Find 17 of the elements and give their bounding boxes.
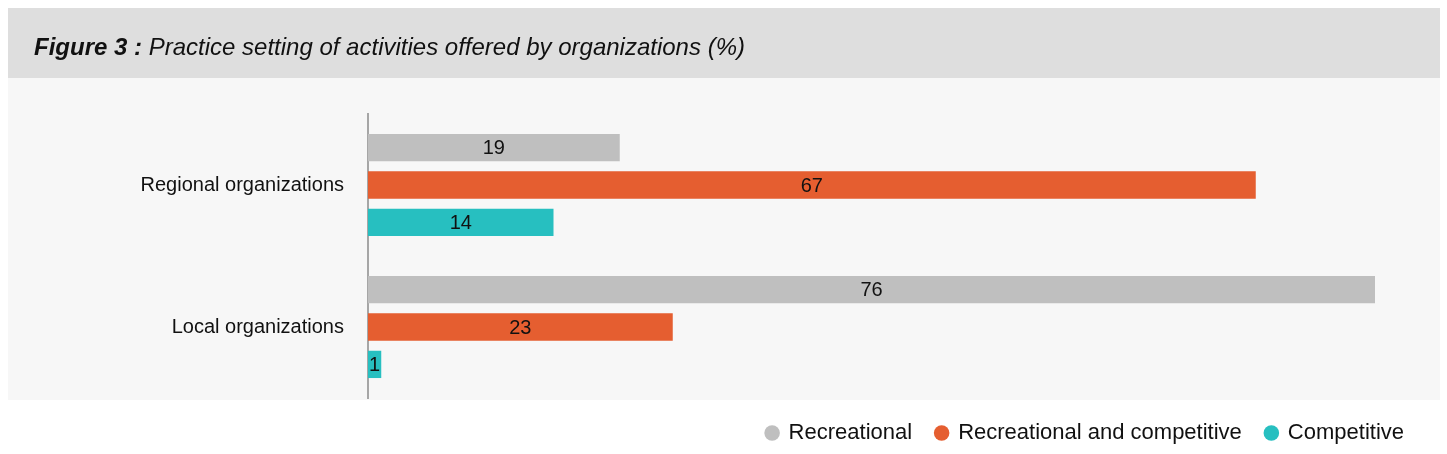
y-tick-label: Local organizations (171, 314, 344, 337)
bar (368, 133, 620, 162)
data-label: 19 (482, 136, 505, 159)
legend-label: Recreational and competitive (958, 419, 1242, 445)
legend-label: Recreational (788, 419, 913, 445)
bar (368, 313, 673, 341)
data-label: 14 (449, 210, 472, 233)
y-tick-label: Regional organizations (140, 172, 344, 195)
bar (368, 208, 554, 237)
data-label: 67 (800, 173, 823, 196)
data-label: 76 (860, 278, 883, 301)
bar (368, 275, 1375, 304)
data-label: 1 (369, 352, 381, 375)
data-label: 23 (509, 315, 532, 338)
chart-title: Figure 3 : Practice setting of activities offered by organizations (%) (8, 8, 1440, 78)
legend-label: Competitive (1287, 419, 1404, 445)
bar (368, 171, 1256, 199)
